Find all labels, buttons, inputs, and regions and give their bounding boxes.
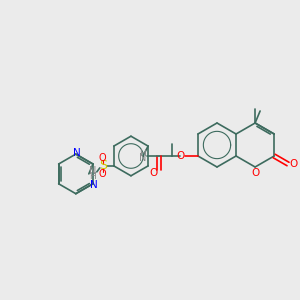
Text: O: O bbox=[177, 151, 185, 161]
Text: N: N bbox=[90, 180, 98, 190]
Text: O: O bbox=[99, 169, 106, 179]
Text: O: O bbox=[289, 159, 297, 169]
Text: H: H bbox=[140, 148, 146, 158]
Text: N: N bbox=[89, 166, 97, 176]
Text: O: O bbox=[99, 153, 106, 163]
Text: N: N bbox=[139, 153, 147, 163]
Text: N: N bbox=[73, 148, 81, 158]
Text: H: H bbox=[89, 172, 96, 182]
Text: O: O bbox=[150, 168, 158, 178]
Text: S: S bbox=[99, 159, 107, 172]
Text: O: O bbox=[251, 168, 259, 178]
